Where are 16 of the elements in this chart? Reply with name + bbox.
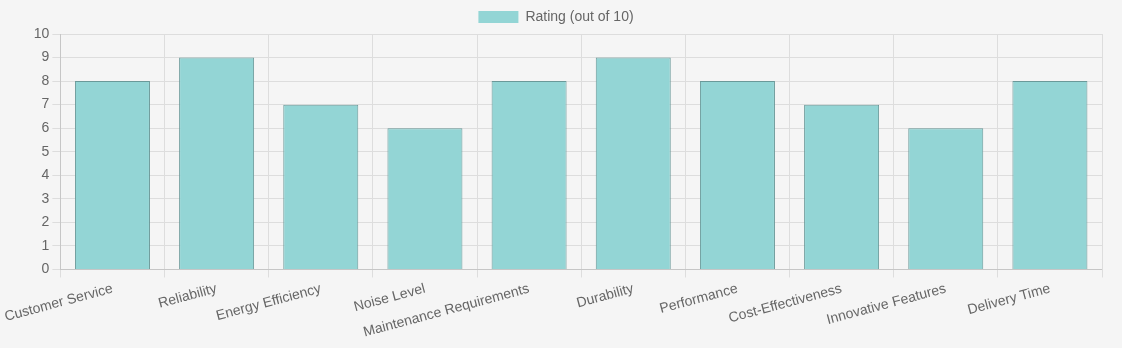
y-tick-label: 1 <box>41 236 50 253</box>
x-tick-label: Reliability <box>156 279 219 311</box>
y-tick-label: 10 <box>33 24 50 41</box>
legend-label: Rating (out of 10) <box>525 7 634 24</box>
y-tick-label: 5 <box>41 142 50 159</box>
y-tick-label: 9 <box>41 48 50 65</box>
x-tick-label: Durability <box>574 279 636 311</box>
y-tick-label: 8 <box>41 71 50 88</box>
y-tick-label: 3 <box>41 189 50 206</box>
y-tick-label: 0 <box>41 260 50 277</box>
y-tick-label: 2 <box>41 213 50 230</box>
x-tick-label: Customer Service <box>2 279 115 324</box>
y-tick-label: 7 <box>41 95 50 112</box>
y-tick-label: 4 <box>41 166 50 183</box>
x-tick-label: Delivery Time <box>965 279 1052 318</box>
y-tick-label: 6 <box>41 119 50 136</box>
